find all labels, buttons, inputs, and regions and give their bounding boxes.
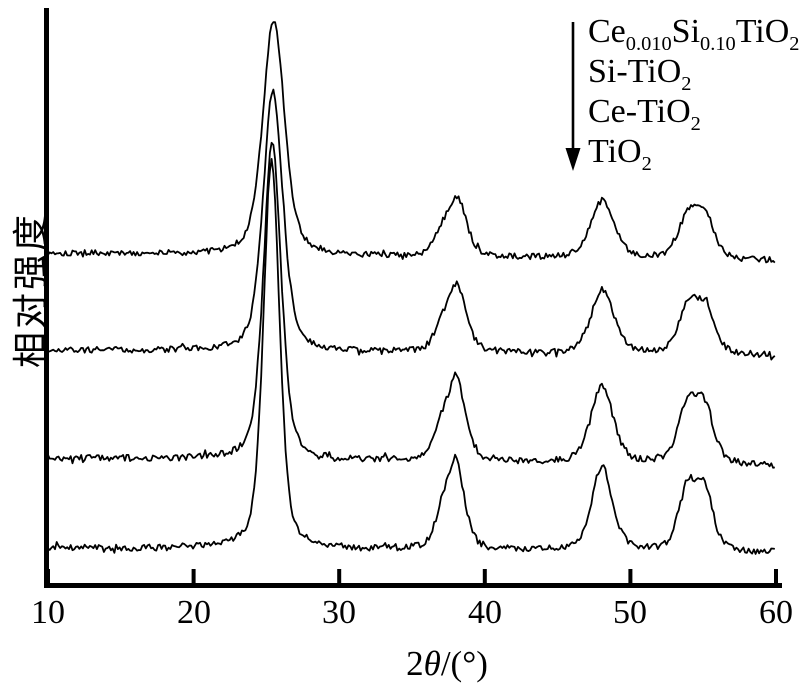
legend-text-subscript: 0.10 (700, 32, 736, 55)
y-axis-line (44, 8, 49, 588)
x-axis-line (44, 583, 782, 588)
xrd-curve-Si-TiO2 (47, 88, 776, 361)
xrd-curve-Ce0.010Si0.10TiO2 (47, 21, 776, 264)
legend-entry-Ce-TiO2: Ce-TiO2 (588, 92, 800, 135)
x-axis-title-segment: 2 (406, 644, 424, 683)
x-axis-title-segment: /(°) (440, 644, 488, 683)
xrd-curve-TiO2 (47, 158, 775, 555)
x-tick-mark (774, 569, 778, 583)
x-tick-label-30: 30 (322, 594, 356, 631)
x-tick-mark (337, 569, 342, 583)
x-tick-mark (482, 569, 487, 583)
legend: Ce0.010Si0.10TiO2 Si-TiO2 Ce-TiO2 TiO2 (588, 12, 800, 175)
legend-text-subscript: 0.010 (625, 32, 672, 55)
legend-text: TiO (735, 13, 790, 50)
legend-text: Si-TiO (588, 53, 682, 90)
x-axis-title-segment: θ (423, 644, 441, 683)
x-tick-label-60: 60 (759, 594, 793, 631)
legend-text-subscript: 2 (681, 72, 692, 95)
legend-text-subscript: 2 (690, 112, 701, 135)
y-axis-title: 相对强度 (11, 212, 51, 369)
x-tick-label-50: 50 (613, 594, 647, 631)
legend-text: Ce (588, 13, 626, 50)
legend-text-subscript: 2 (789, 32, 800, 55)
x-tick-label-20: 20 (177, 594, 211, 631)
x-tick-mark (191, 569, 196, 583)
legend-entry-Si-TiO2: Si-TiO2 (588, 52, 800, 95)
xrd-curves (47, 21, 776, 555)
x-tick-mark (46, 569, 50, 583)
legend-text: Si (671, 13, 701, 50)
legend-text-subscript: 2 (641, 152, 652, 175)
legend-arrow-icon (565, 22, 581, 171)
legend-entry-TiO2: TiO2 (588, 132, 800, 175)
legend-text: Ce-TiO (588, 93, 691, 130)
legend-text: TiO (588, 133, 642, 170)
x-axis-title: 2θ/(°) (406, 644, 488, 684)
x-tick-label-10: 10 (31, 594, 65, 631)
xrd-curve-Ce-TiO2 (47, 141, 776, 469)
x-tick-label-40: 40 (468, 594, 502, 631)
x-axis-ticks (46, 569, 778, 583)
legend-entry-Ce0.010Si0.10TiO2: Ce0.010Si0.10TiO2 (588, 12, 800, 55)
x-tick-mark (628, 569, 633, 583)
